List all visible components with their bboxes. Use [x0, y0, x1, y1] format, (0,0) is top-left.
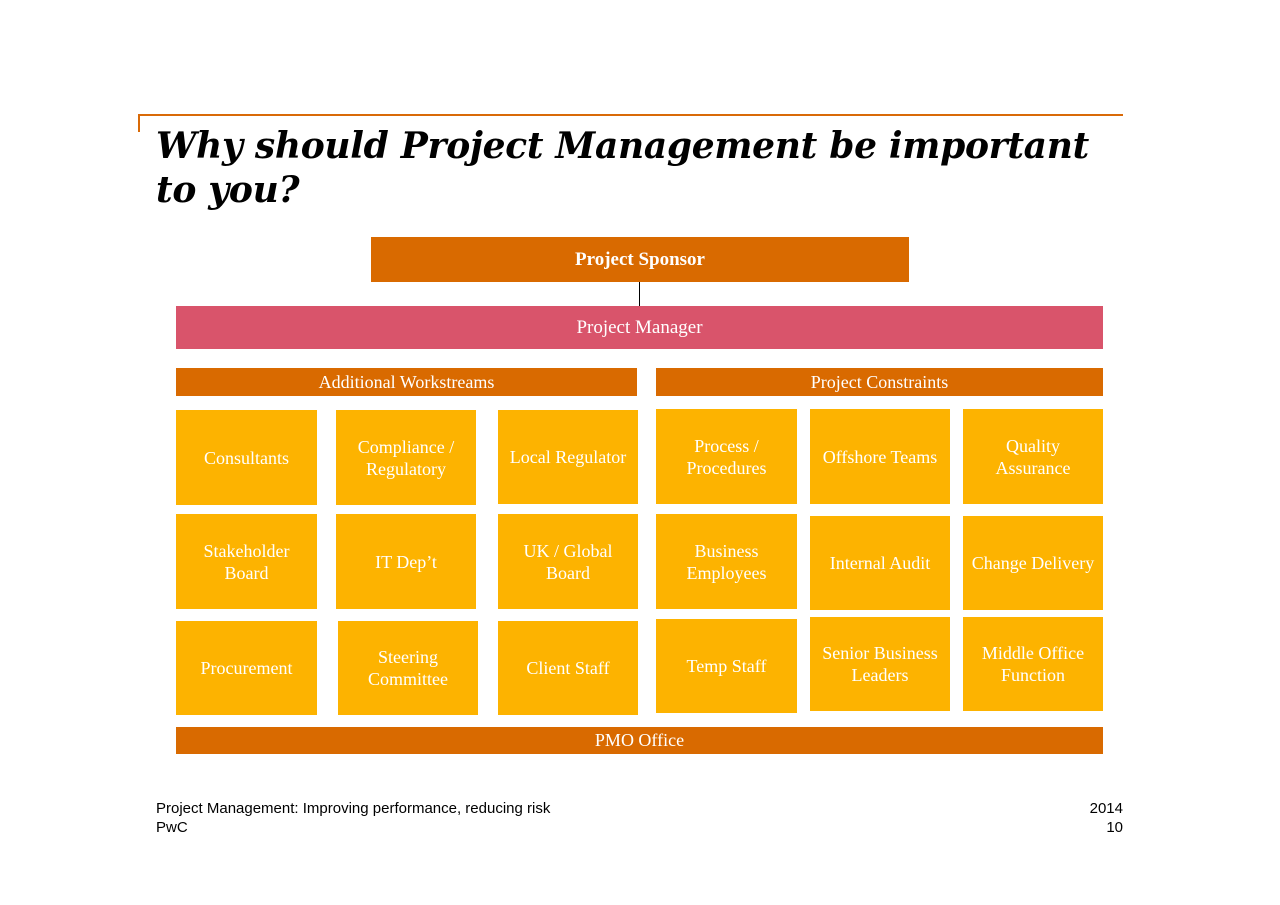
workstream-tile-stakeholder-board: Stakeholder Board [176, 514, 317, 609]
title-accent-tick [138, 114, 140, 132]
constraint-tile-process-procedures: Process / Procedures [656, 409, 797, 504]
pmo-office-bar: PMO Office [176, 727, 1103, 754]
workstream-tile-it-dept: IT Dep’t [336, 514, 476, 609]
footer-subtitle: Project Management: Improving performanc… [156, 800, 551, 817]
footer-page-number: 10 [1106, 819, 1123, 836]
workstream-tile-local-regulator: Local Regulator [498, 410, 638, 504]
workstream-tile-steering-committee: Steering Committee [338, 621, 478, 715]
project-constraints-header: Project Constraints [656, 368, 1103, 396]
slide-title: Why should Project Management be importa… [156, 125, 1089, 211]
workstream-tile-uk-global-board: UK / Global Board [498, 514, 638, 609]
constraint-tile-quality-assurance: Quality Assurance [963, 409, 1103, 504]
workstream-tile-procurement: Procurement [176, 621, 317, 715]
sponsor-manager-connector [639, 282, 640, 306]
constraint-tile-middle-office-function: Middle Office Function [963, 617, 1103, 711]
title-accent-line [138, 114, 1123, 116]
constraint-tile-senior-business-leaders: Senior Business Leaders [810, 617, 950, 711]
footer-year: 2014 [1089, 800, 1123, 817]
workstream-tile-consultants: Consultants [176, 410, 317, 505]
constraint-tile-temp-staff: Temp Staff [656, 619, 797, 713]
workstream-tile-client-staff: Client Staff [498, 621, 638, 715]
project-manager-box: Project Manager [176, 306, 1103, 349]
constraint-tile-internal-audit: Internal Audit [810, 516, 950, 610]
constraint-tile-offshore-teams: Offshore Teams [810, 409, 950, 504]
additional-workstreams-header: Additional Workstreams [176, 368, 637, 396]
footer-company: PwC [156, 819, 188, 836]
constraint-tile-change-delivery: Change Delivery [963, 516, 1103, 610]
constraint-tile-business-employees: Business Employees [656, 514, 797, 609]
workstream-tile-compliance-regulatory: Compliance / Regulatory [336, 410, 476, 505]
project-sponsor-box: Project Sponsor [371, 237, 909, 282]
